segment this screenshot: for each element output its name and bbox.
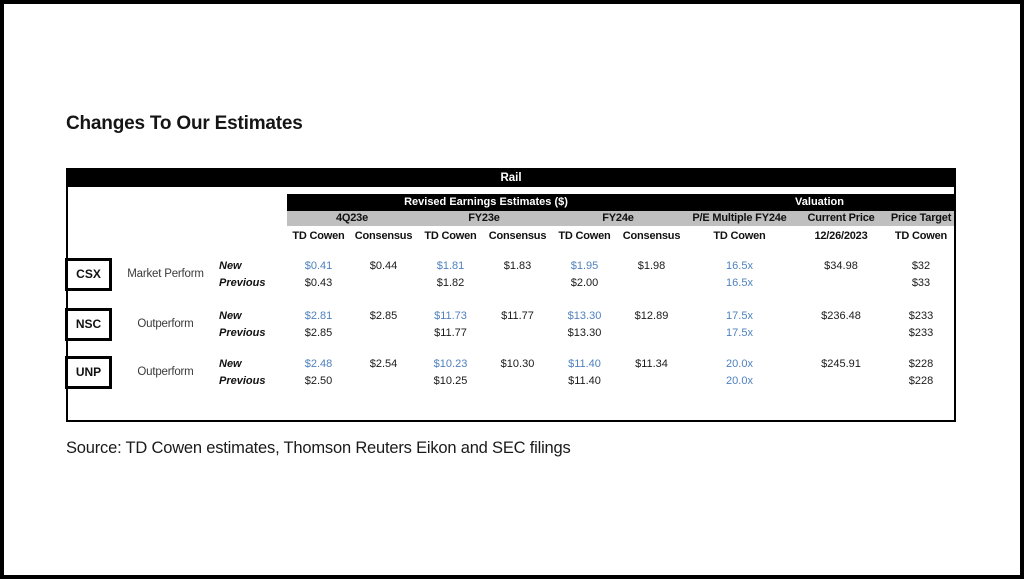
estimate-cell [350,276,417,291]
estimate-cell: $11.77 [501,310,534,322]
estimate-cell: $0.41 [304,260,333,272]
estimate-cell: $32 [911,260,931,272]
estimate-cell: $1.81 [436,260,465,272]
estimate-cell: $236.48 [821,310,861,322]
row-label-previous: Previous [219,277,266,289]
estimates-rows: New $2.48 $2.54 $10.23 $10.30 $11.40 $11… [217,357,954,389]
estimate-cell: $34.98 [824,260,858,272]
estimate-cell: $2.54 [369,358,398,370]
estimate-cell [350,326,417,341]
column-header-row: TD Cowen Consensus TD Cowen Consensus TD… [217,228,954,244]
estimate-cell: $10.30 [500,358,535,370]
estimate-cell: $13.30 [567,310,602,322]
estimate-cell [794,374,888,389]
period-header: FY24e [602,212,634,224]
source-note: Source: TD Cowen estimates, Thomson Reut… [66,439,571,457]
rating-label: Market Perform [127,268,204,280]
company-block-nsc: NSC Outperform New $2.81 $2.85 $11.73 $1… [65,308,954,344]
estimate-cell: $245.91 [821,358,861,370]
column-header: TD Cowen [713,230,766,242]
estimate-cell: $2.81 [304,310,333,322]
estimate-cell: $2.85 [304,327,333,339]
estimate-cell [484,326,551,341]
estimates-rows: New $2.81 $2.85 $11.73 $11.77 $13.30 $12… [217,309,954,341]
row-label-previous: Previous [219,327,266,339]
estimate-cell: $11.34 [635,358,668,370]
column-header-spacer [217,228,287,244]
estimate-cell: 16.5x [726,277,753,289]
column-header: TD Cowen [894,230,948,242]
estimate-cell: $228 [908,375,934,387]
estimate-cell: $11.77 [434,327,467,339]
period-header: P/E Multiple FY24e [692,212,787,224]
estimate-cell: $12.89 [634,310,669,322]
page-title: Changes To Our Estimates [66,113,303,134]
ticker-box: NSC [65,308,112,341]
ticker-box: CSX [65,258,112,291]
estimate-cell: $1.95 [570,260,599,272]
ticker-box: UNP [65,356,112,389]
row-label-new: New [219,358,242,370]
estimate-cell [484,374,551,389]
estimates-table: Rail Revised Earnings Estimates ($) Valu… [65,168,956,422]
estimate-cell: $1.83 [503,260,532,272]
period-header: Current Price [807,212,875,224]
estimate-cell: $13.30 [567,327,602,339]
company-block-unp: UNP Outperform New $2.48 $2.54 $10.23 $1… [65,356,954,392]
row-label-previous: Previous [219,375,266,387]
estimate-cell: $1.98 [637,260,666,272]
estimate-cell: $11.40 [568,358,601,370]
estimate-cell: $10.25 [433,375,468,387]
estimate-cell [794,326,888,341]
estimate-cell: 17.5x [726,310,753,322]
row-label-new: New [219,260,242,272]
estimate-cell: $0.44 [369,260,398,272]
period-header: Price Target [890,212,952,224]
column-header: 12/26/2023 [814,230,868,242]
column-header: TD Cowen [424,230,477,242]
rating-label: Outperform [137,318,194,330]
estimate-cell: $233 [908,310,934,322]
company-block-csx: CSX Market Perform New $0.41 $0.44 $1.81… [65,258,954,294]
estimates-rows: New $0.41 $0.44 $1.81 $1.83 $1.95 $1.98 … [217,259,954,291]
estimate-cell: $2.85 [369,310,398,322]
column-header: TD Cowen [558,230,611,242]
estimate-cell: $11.40 [568,375,601,387]
period-header: 4Q23e [335,212,369,224]
column-header: Consensus [488,230,547,242]
estimate-cell: $10.23 [433,358,468,370]
estimate-cell: $2.00 [570,277,599,289]
estimate-cell: $33 [911,277,931,289]
rating-label: Outperform [137,366,194,378]
estimate-cell [350,374,417,389]
period-header: FY23e [468,212,500,224]
estimate-cell: 20.0x [726,358,753,370]
estimate-cell: $1.82 [436,277,465,289]
group-header-estimates: Revised Earnings Estimates ($) [287,194,685,211]
estimate-cell [618,276,685,291]
estimate-cell: 17.5x [726,327,753,339]
table-title-bar: Rail [68,170,954,187]
estimate-cell: $233 [908,327,934,339]
column-header: TD Cowen [292,230,345,242]
estimate-cell: $228 [908,358,934,370]
estimate-cell: $2.48 [304,358,333,370]
estimate-cell: $11.73 [434,310,467,322]
period-header-row: 4Q23e FY23e FY24e P/E Multiple FY24e Cur… [287,211,954,226]
estimate-cell [484,276,551,291]
group-header-row: Revised Earnings Estimates ($) Valuation [287,194,954,211]
column-header: Consensus [622,230,681,242]
estimate-cell: $2.50 [304,375,333,387]
estimate-cell: $0.43 [304,277,333,289]
row-label-new: New [219,310,242,322]
estimate-cell: 20.0x [726,375,753,387]
estimate-cell [618,326,685,341]
estimate-cell [618,374,685,389]
estimate-cell: 16.5x [726,260,753,272]
column-header: Consensus [354,230,413,242]
estimate-cell [794,276,888,291]
group-header-valuation: Valuation [685,194,954,211]
